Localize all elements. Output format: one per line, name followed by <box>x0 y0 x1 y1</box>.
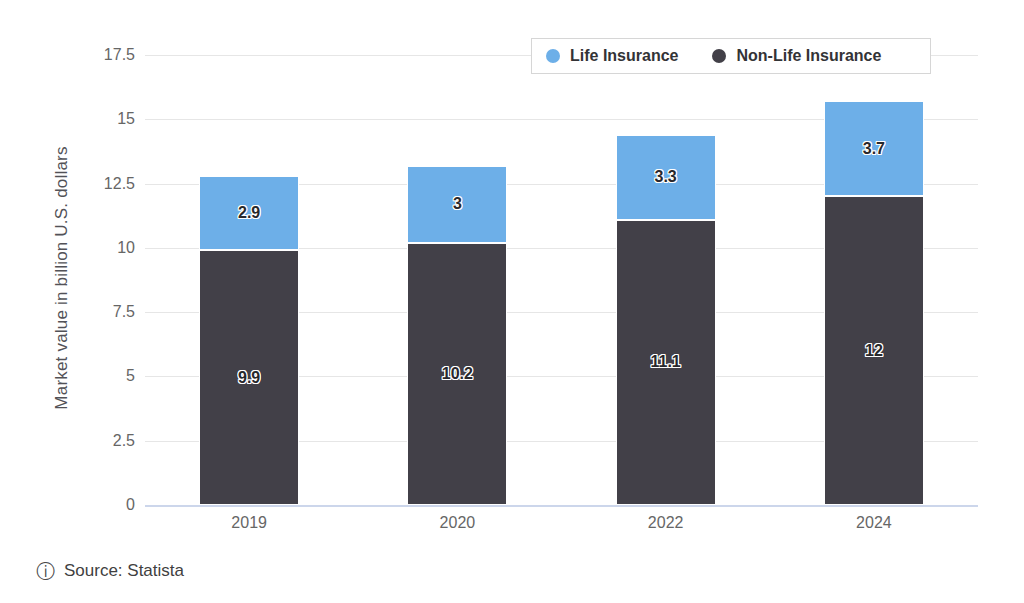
y-tick-label: 15 <box>65 110 135 128</box>
bar-value-label: 11.1 <box>650 353 680 371</box>
x-tick-label: 2022 <box>648 514 684 532</box>
y-tick-label: 0 <box>65 496 135 514</box>
bar-value-label: 2.9 <box>238 204 260 222</box>
legend-item-life-insurance[interactable]: Life Insurance <box>546 47 678 65</box>
y-tick-label: 7.5 <box>65 303 135 321</box>
legend-item-non-life-insurance[interactable]: Non-Life Insurance <box>712 47 881 65</box>
y-tick-label: 17.5 <box>65 46 135 64</box>
stacked-bar-chart: Market value in billion U.S. dollars 02.… <box>0 0 1024 603</box>
legend-label: Non-Life Insurance <box>736 47 881 65</box>
source-text: Source: Statista <box>64 561 184 581</box>
bar-value-label: 10.2 <box>442 365 473 383</box>
bar-value-label: 12 <box>865 342 883 360</box>
bar-value-label: 3 <box>453 195 462 213</box>
bar-value-label: 9.9 <box>238 369 260 387</box>
y-tick-label: 12.5 <box>65 175 135 193</box>
life-insurance-dot-icon <box>546 49 560 63</box>
y-tick-label: 5 <box>65 367 135 385</box>
y-tick-label: 2.5 <box>65 432 135 450</box>
info-icon: ⓘ <box>36 562 55 581</box>
bar-value-label: 3.7 <box>863 140 885 158</box>
bar-value-label: 3.3 <box>655 168 677 186</box>
x-tick-label: 2020 <box>440 514 476 532</box>
legend-label: Life Insurance <box>570 47 678 65</box>
source-attribution: ⓘ Source: Statista <box>36 561 184 581</box>
legend: Life Insurance Non-Life Insurance <box>531 38 931 74</box>
non-life-insurance-dot-icon <box>712 49 726 63</box>
x-axis-line <box>145 505 978 507</box>
x-tick-label: 2019 <box>231 514 267 532</box>
x-tick-label: 2024 <box>856 514 892 532</box>
y-tick-label: 10 <box>65 239 135 257</box>
